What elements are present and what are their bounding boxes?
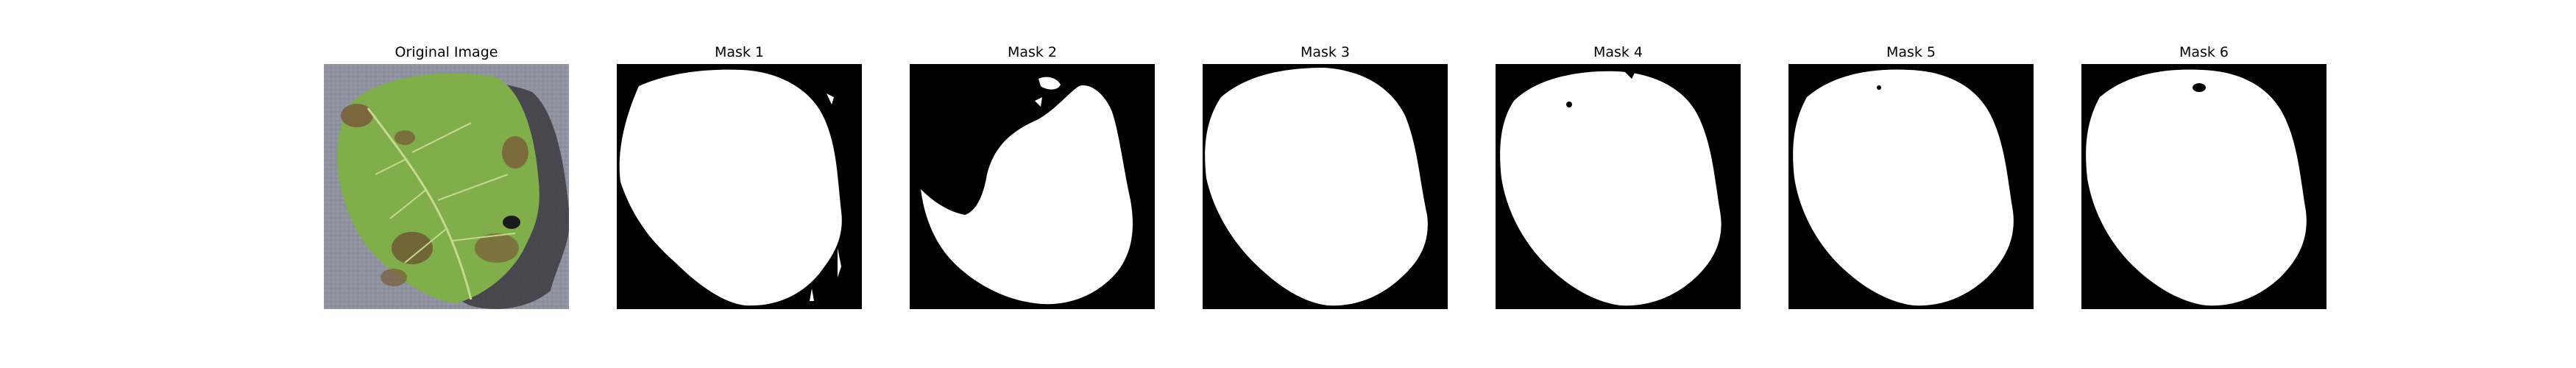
panel-title: Mask 5 [1886, 44, 1936, 60]
mask-6-image [2081, 64, 2326, 309]
panel-mask-4: Mask 4 [1496, 43, 1741, 309]
panel-mask-3: Mask 3 [1203, 43, 1448, 309]
mask-3-image [1203, 64, 1448, 309]
panel-title: Original Image [394, 44, 498, 60]
panel-original: Original Image [324, 43, 569, 309]
panel-mask-5: Mask 5 [1788, 43, 2034, 309]
panel-title: Mask 1 [714, 44, 765, 60]
panel-title: Mask 3 [1300, 44, 1351, 60]
mask-4-image [1496, 64, 1741, 309]
panel-mask-6: Mask 6 [2081, 43, 2326, 309]
mask-1-image [617, 64, 862, 309]
panel-title: Mask 6 [2179, 44, 2229, 60]
mask-2-image [910, 64, 1155, 309]
panel-mask-2: Mask 2 [910, 43, 1155, 309]
panel-title: Mask 2 [1007, 44, 1058, 60]
mask-5-image [1788, 64, 2034, 309]
panel-title: Mask 4 [1593, 44, 1643, 60]
original-leaf-photo [324, 64, 569, 309]
panel-mask-1: Mask 1 [617, 43, 862, 309]
